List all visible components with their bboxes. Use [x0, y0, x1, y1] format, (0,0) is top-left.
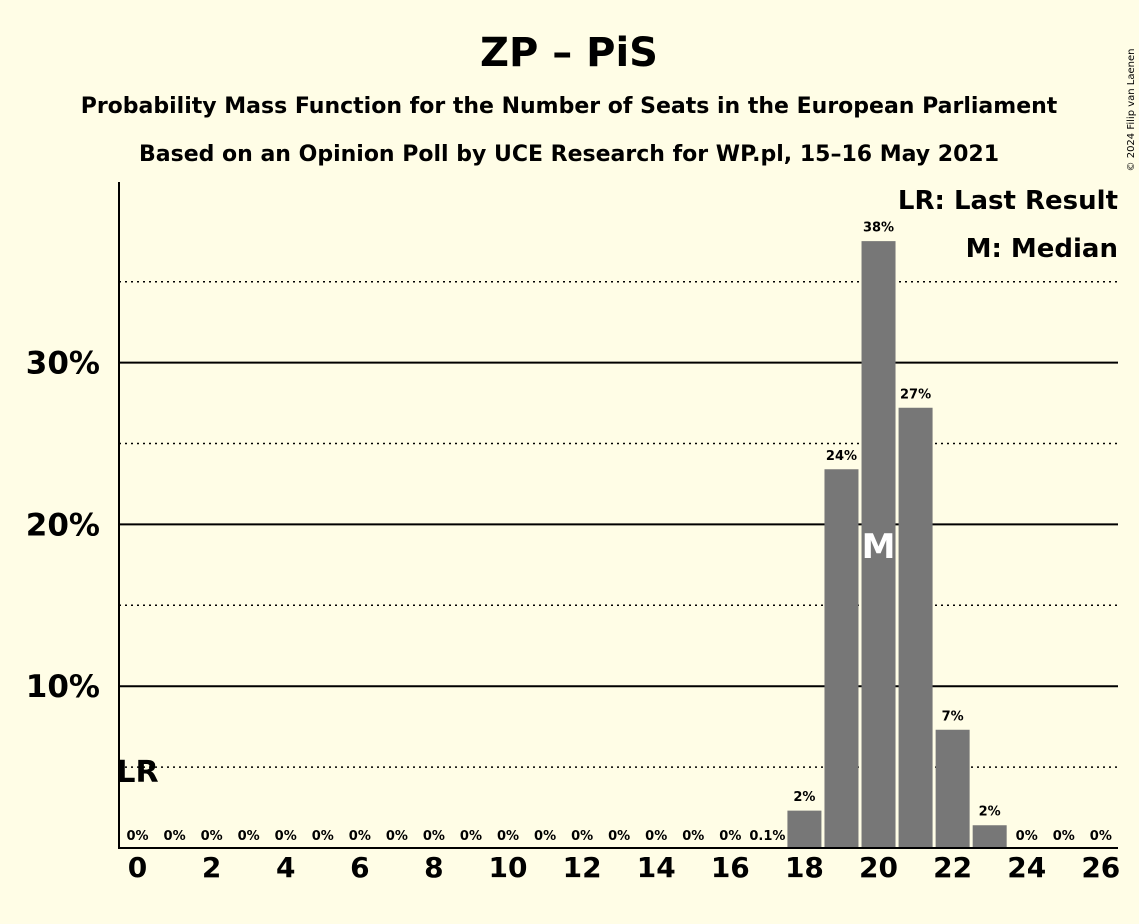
bar-value-label: 0%	[497, 829, 519, 844]
bar	[861, 239, 896, 848]
bar-value-label: 0%	[312, 829, 334, 844]
bar-value-label: 0%	[608, 829, 630, 844]
bar-value-labels: 0% 0% 0% 0% 0% 0% 0% 0% 0% 0% 0% 0% 0% 0% 0% 0% 0% 0.1% 2%…	[126, 221, 1111, 844]
bars	[786, 238, 1008, 848]
bar-value-label: 0%	[126, 829, 148, 844]
bar	[898, 406, 933, 848]
x-tick-label: 8	[424, 851, 443, 884]
bar-value-label: 0%	[645, 829, 667, 844]
bar	[824, 467, 859, 848]
bar-value-label: 0%	[275, 829, 297, 844]
x-tick-label: 2	[202, 851, 221, 884]
bar-value-label: 2%	[793, 790, 815, 805]
bar	[787, 809, 822, 848]
x-tick-label: 20	[859, 851, 898, 884]
x-tick-label: 4	[276, 851, 295, 884]
x-tick-label: 6	[350, 851, 369, 884]
x-tick-label: 18	[785, 851, 824, 884]
y-tick-labels: 10% 20% 30%	[26, 346, 100, 706]
last-result-marker: LR	[116, 755, 158, 790]
chart-subtitle-1: Probability Mass Function for the Number…	[81, 94, 1058, 119]
y-tick-label: 20%	[26, 507, 100, 543]
x-tick-label: 24	[1007, 851, 1046, 884]
bar-value-label: 0%	[460, 829, 482, 844]
legend-last-result: LR: Last Result	[898, 186, 1118, 216]
y-tick-label: 10%	[26, 669, 100, 705]
bar-value-label: 38%	[863, 221, 894, 236]
x-tick-labels: 0 2 4 6 8 10 12 14 16 18 20 22 24 26	[128, 851, 1121, 884]
bar-value-label: 27%	[900, 387, 931, 402]
x-tick-label: 22	[933, 851, 972, 884]
bar-value-label: 0%	[682, 829, 704, 844]
bar-value-label: 0%	[571, 829, 593, 844]
bar-value-label: 24%	[826, 449, 857, 464]
bar-value-label: 0%	[201, 829, 223, 844]
x-tick-label: 12	[563, 851, 602, 884]
bar-value-label: 0%	[349, 829, 371, 844]
bar-value-label: 0%	[238, 829, 260, 844]
bar-value-label: 0%	[1053, 829, 1075, 844]
chart-subtitle-2: Based on an Opinion Poll by UCE Research…	[139, 142, 999, 167]
x-tick-label: 26	[1081, 851, 1120, 884]
x-tick-label: 14	[637, 851, 676, 884]
bar-value-label: 0.1%	[749, 829, 785, 844]
copyright-notice: © 2024 Filip van Laenen	[1126, 49, 1137, 172]
bar-value-label: 0%	[386, 829, 408, 844]
gridlines	[119, 280, 1118, 768]
bar-value-label: 0%	[164, 829, 186, 844]
bar-value-label: 2%	[979, 805, 1001, 820]
legend-median: M: Median	[966, 234, 1118, 264]
bar	[935, 728, 970, 848]
x-tick-label: 0	[128, 851, 147, 884]
bar-value-label: 0%	[719, 829, 741, 844]
x-tick-label: 16	[711, 851, 750, 884]
bar	[972, 823, 1007, 848]
x-tick-label: 10	[489, 851, 528, 884]
bar-value-label: 0%	[1016, 829, 1038, 844]
y-tick-label: 30%	[26, 346, 100, 382]
chart-title: ZP – PiS	[480, 30, 658, 76]
bar-value-label: 0%	[1090, 829, 1112, 844]
bar-value-label: 7%	[942, 709, 964, 724]
bar-value-label: 0%	[423, 829, 445, 844]
bar-value-label: 0%	[534, 829, 556, 844]
median-marker: M	[862, 527, 896, 567]
